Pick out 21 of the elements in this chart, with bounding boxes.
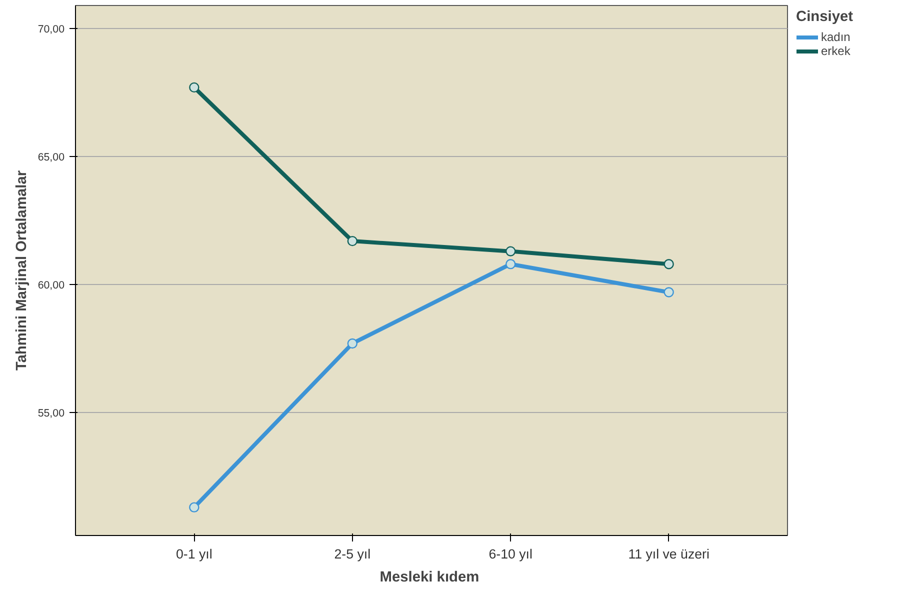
point <box>506 246 516 256</box>
x-tick-label: 0-1 yıl <box>176 546 212 562</box>
y-tick-label: 65,00 <box>38 152 65 164</box>
y-axis-title: Tahmini Marjinal Ortalamalar <box>14 170 30 371</box>
point <box>347 338 358 349</box>
point <box>189 82 200 93</box>
point <box>664 287 674 298</box>
legend-title: Cinsiyet <box>796 9 854 25</box>
x-axis-title: Mesleki kıdem <box>380 570 480 586</box>
legend-label: erkek <box>821 44 850 58</box>
point <box>664 259 674 270</box>
point <box>189 502 200 512</box>
x-tick-label: 6-10 yıl <box>488 546 533 562</box>
point <box>347 236 358 246</box>
x-tick-label: 2-5 yıl <box>334 546 371 562</box>
y-tick-label: 70,00 <box>38 24 65 36</box>
legend-label: kadın <box>821 30 850 44</box>
y-tick-label: 60,00 <box>38 280 65 292</box>
point <box>506 259 516 270</box>
x-tick-label: 11 yıl ve üzeri <box>628 546 710 562</box>
y-tick-label: 55,00 <box>38 408 65 420</box>
